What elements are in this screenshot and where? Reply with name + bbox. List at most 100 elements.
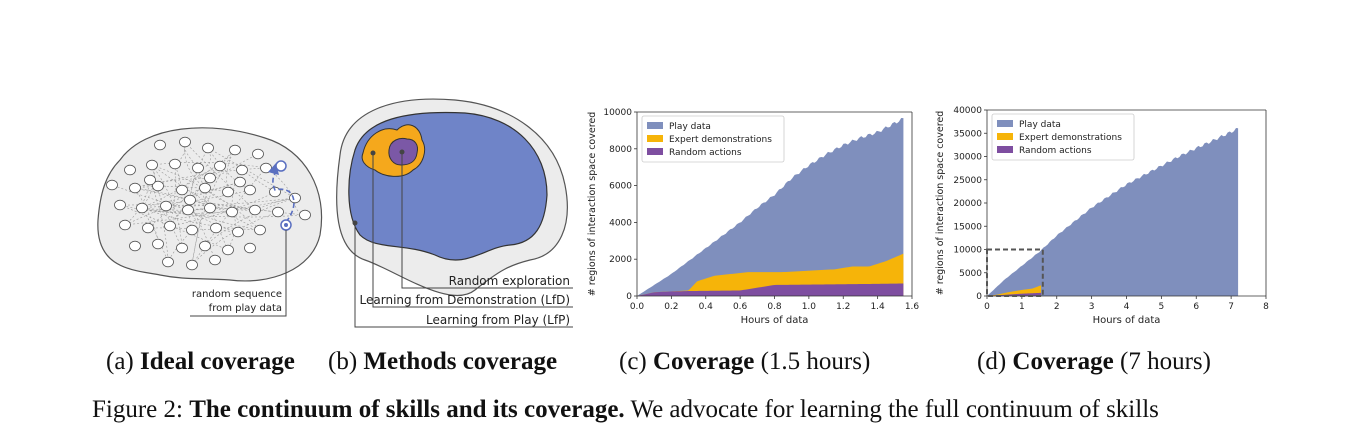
graph-edge (191, 167, 267, 266)
graph-node (176, 184, 188, 196)
y-tick-label: 10000 (953, 246, 982, 256)
y-tick-label: 2000 (609, 255, 632, 265)
graph-node (184, 194, 196, 206)
lfp-leader-line (354, 223, 573, 328)
graph-node (106, 179, 118, 191)
y-tick-label: 0 (626, 292, 632, 302)
graph-edge (151, 161, 267, 169)
y-tick-label: 20000 (953, 199, 982, 209)
graph-node (254, 224, 266, 236)
graph-edge (226, 149, 236, 193)
caption-d-title: Coverage (1012, 348, 1114, 375)
caption-d-prefix: (d) (977, 348, 1007, 375)
graph-edge (207, 147, 296, 199)
x-tick-label: 4 (1124, 302, 1130, 312)
y-tick-label: 6000 (609, 182, 632, 192)
legend-label-random-actions: Random actions (1019, 146, 1092, 156)
x-axis-label: Hours of data (741, 315, 809, 326)
graph-node (269, 186, 281, 198)
label-lfd: Learning from Demonstration (LfD) (360, 293, 570, 307)
zoom-box (986, 248, 1044, 297)
graph-node (232, 226, 244, 238)
chart-coverage-7-hours: 0 1 2 3 4 5 6 7 8 0 5000 10000 15000 20000 25000 30000 3… (935, 106, 1269, 326)
graph-edge (141, 207, 306, 218)
graph-edge (141, 207, 261, 231)
area-play-data (637, 117, 904, 297)
graph-node (204, 172, 216, 184)
legend-label-expert-demonstrations: Expert demonstrations (669, 135, 772, 145)
x-tick-label: 5 (1159, 302, 1165, 312)
graph-node (144, 174, 156, 186)
x-tick-label: 1.2 (836, 302, 850, 312)
caption-a-prefix: (a) (106, 348, 134, 375)
legend-swatch-play-data (997, 120, 1013, 127)
graph-node (234, 176, 246, 188)
graph-node (244, 184, 256, 196)
graph-node (142, 222, 154, 234)
graph-node (186, 259, 198, 271)
x-tick-label: 2 (1054, 302, 1060, 312)
graph-node (136, 202, 148, 214)
legend-swatch-expert-demonstrations (997, 133, 1013, 140)
graph-node (119, 219, 131, 231)
graph-node (260, 162, 272, 174)
x-tick-label: 0.6 (733, 302, 748, 312)
graph-edge (184, 141, 256, 211)
graph-node (114, 199, 126, 211)
random-leader-line (401, 152, 573, 289)
graph-edge (207, 147, 251, 191)
y-tick-label: 8000 (609, 145, 632, 155)
panel-a-nodes (106, 136, 311, 271)
legend-label-random-actions: Random actions (669, 148, 742, 158)
caption-b: (b) Methods coverage (328, 348, 557, 376)
graph-node (129, 182, 141, 194)
x-tick-label: 3 (1089, 302, 1095, 312)
panel-a-start-dot (284, 223, 288, 227)
legend-swatch-random-actions (647, 148, 663, 155)
legend-box (991, 113, 1135, 161)
panel-b-methods-coverage: Random exploration Learning from Demonst… (336, 98, 573, 328)
panel-a-annotation-line2: from play data (209, 303, 282, 314)
y-tick-label: 15000 (953, 222, 982, 232)
caption-c-suffix: (1.5 hours) (760, 348, 871, 375)
graph-node (214, 160, 226, 172)
area-random-actions (637, 283, 904, 296)
y-axis-label: # regions of interaction space covered (587, 112, 598, 297)
graph-edge (187, 209, 261, 231)
graph-node (209, 254, 221, 266)
y-tick-label: 4000 (609, 218, 632, 228)
caption-d: (d) Coverage (7 hours) (977, 348, 1211, 376)
y-tick-label: 40000 (953, 106, 982, 116)
graph-node (244, 242, 256, 254)
graph-edge (151, 164, 183, 249)
y-tick-label: 5000 (959, 269, 982, 279)
legend-label-expert-demonstrations: Expert demonstrations (1019, 133, 1122, 143)
graph-node (124, 164, 136, 176)
graph-node (249, 204, 261, 216)
graph-edge (141, 149, 236, 209)
graph-node (202, 142, 214, 154)
graph-node (176, 242, 188, 254)
graph-edge (191, 211, 279, 266)
chart-coverage-1-5-hours: 0.0 0.2 0.4 0.6 0.8 1.0 1.2 1.4 1.6 0 2000 4000 6000… (587, 108, 919, 326)
x-tick-label: 0.8 (767, 302, 782, 312)
figure-caption-text: We advocate for learning the full contin… (630, 396, 1159, 423)
x-tick-label: 1.4 (870, 302, 885, 312)
graph-node (204, 202, 216, 214)
graph-edge (151, 164, 183, 249)
panel-a-ideal-coverage: random sequence from play data (97, 127, 323, 317)
x-tick-label: 1 (1019, 302, 1025, 312)
label-lfp: Learning from Play (LfP) (426, 313, 570, 327)
y-tick-label: 30000 (953, 153, 982, 163)
caption-c-prefix: (c) (619, 348, 647, 375)
graph-node (182, 204, 194, 216)
caption-a: (a) Ideal coverage (106, 348, 295, 376)
graph-node (252, 148, 264, 160)
graph-edge (124, 181, 241, 226)
figure-caption-prefix: Figure 2: (92, 396, 183, 423)
x-tick-label: 1.0 (802, 302, 817, 312)
graph-node (199, 182, 211, 194)
graph-edge (174, 141, 186, 165)
legend-swatch-expert-demonstrations (647, 135, 663, 142)
graph-node (186, 224, 198, 236)
